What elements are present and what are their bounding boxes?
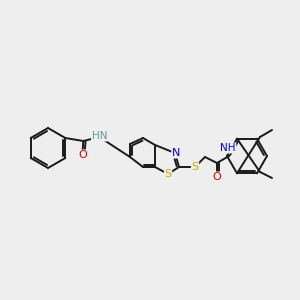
Text: NH: NH bbox=[220, 143, 236, 153]
Text: HN: HN bbox=[92, 131, 107, 141]
Text: O: O bbox=[213, 172, 221, 182]
Text: S: S bbox=[164, 169, 172, 179]
Text: S: S bbox=[191, 162, 199, 172]
Text: N: N bbox=[172, 148, 180, 158]
Text: O: O bbox=[78, 150, 87, 160]
